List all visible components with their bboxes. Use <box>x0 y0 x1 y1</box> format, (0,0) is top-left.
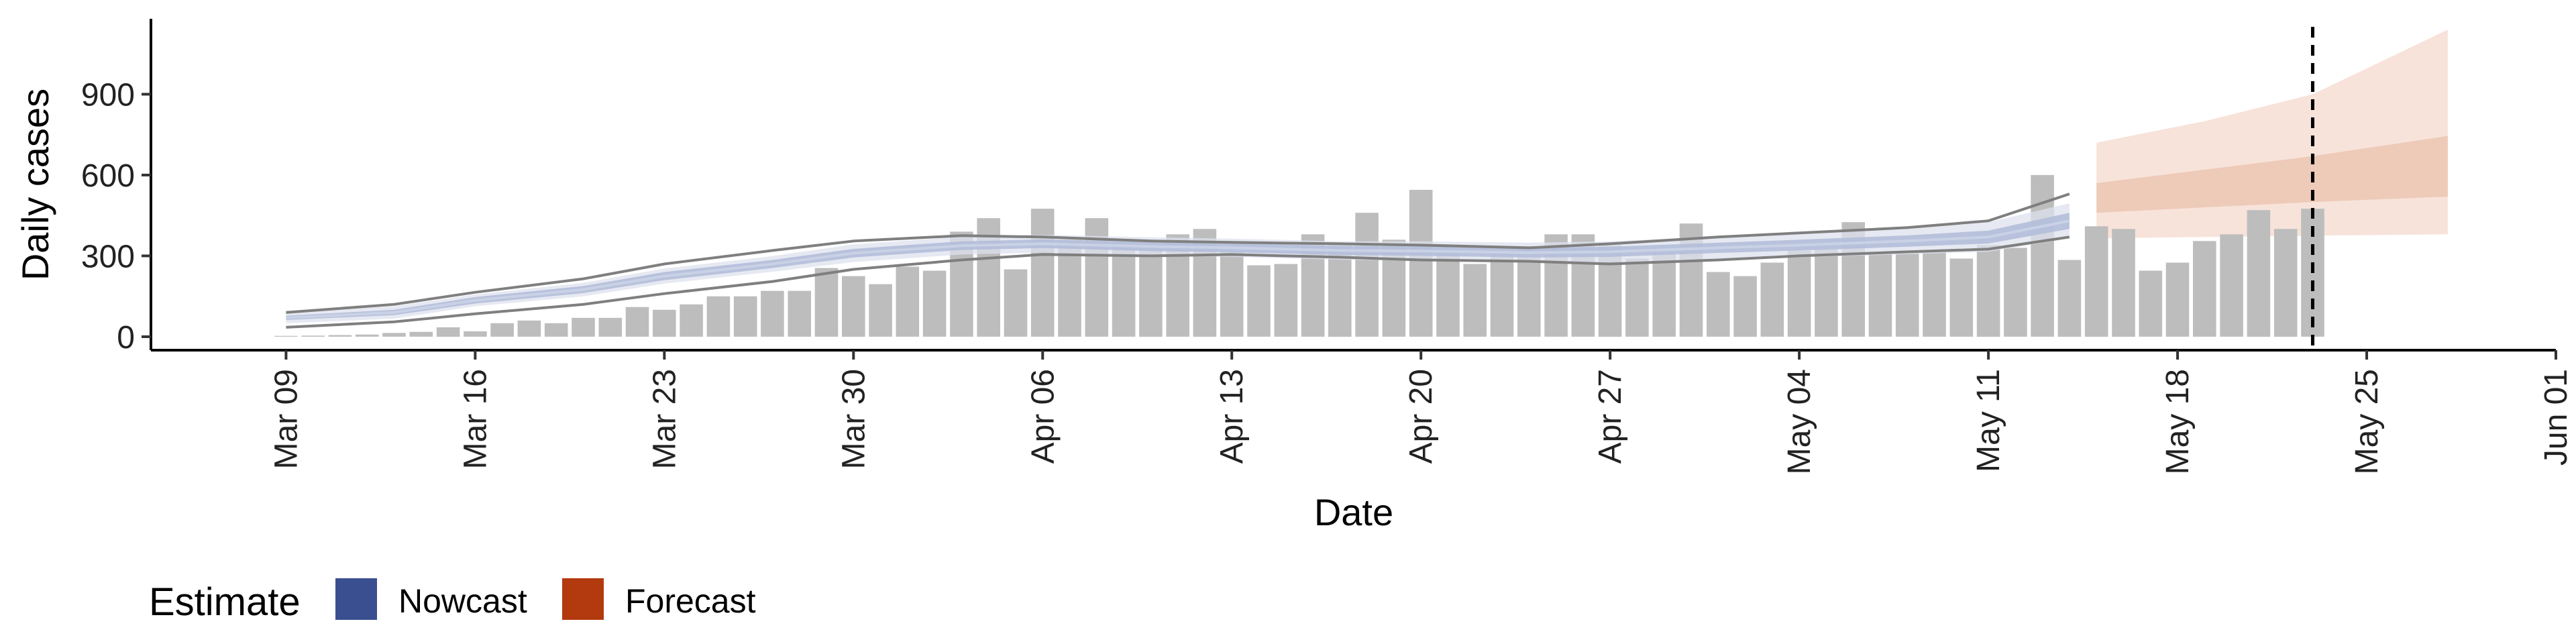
nowcast-lower-line <box>286 235 2070 329</box>
x-tick-label: Mar 23 <box>647 369 682 469</box>
bar <box>1112 242 1136 337</box>
line-layer <box>286 27 2314 350</box>
bar <box>2057 260 2082 337</box>
bar <box>896 266 920 337</box>
x-tick-label: May 04 <box>1782 369 1817 474</box>
bar <box>490 323 514 337</box>
bar <box>1787 250 1811 337</box>
y-tick-label: 300 <box>81 239 135 274</box>
bar <box>1895 253 1919 337</box>
bar <box>301 335 325 337</box>
bar <box>761 290 784 337</box>
bar <box>1328 245 1352 337</box>
bar <box>2247 210 2271 337</box>
y-axis-title: Daily cases <box>14 89 56 280</box>
forecast-inner-band <box>2096 136 2448 213</box>
x-tick-label: Jun 01 <box>2538 369 2574 466</box>
bar <box>869 284 892 337</box>
nowcast-upper-line <box>286 193 2070 314</box>
bar <box>1463 264 1487 337</box>
bar <box>2165 262 2190 337</box>
bar <box>2004 248 2027 337</box>
bar <box>922 270 947 337</box>
bar <box>2112 229 2135 337</box>
bar <box>1436 253 1460 337</box>
bar <box>517 320 541 337</box>
bar <box>1274 264 1298 337</box>
x-tick-label: Apr 13 <box>1214 369 1250 464</box>
bar <box>1490 253 1514 337</box>
bar <box>2273 229 2298 337</box>
x-tick-label: Mar 09 <box>268 369 304 469</box>
x-tick-label: Apr 20 <box>1403 369 1439 464</box>
legend-swatch-nowcast <box>335 578 377 620</box>
bar <box>1707 272 1730 337</box>
bar <box>2220 234 2243 337</box>
legend-title: Estimate <box>149 580 301 624</box>
bar <box>788 290 811 337</box>
bar <box>625 307 649 337</box>
bar <box>274 335 298 337</box>
bar <box>1868 253 1892 337</box>
x-tick-label: May 18 <box>2160 369 2196 474</box>
axes-layer: 0 300 600 900 Mar 09 Mar 16 Mar 23 Mar 30 Apr 06… <box>81 19 2574 474</box>
bar <box>355 334 379 337</box>
bar <box>544 323 568 337</box>
bar <box>680 304 703 337</box>
bar <box>1733 276 1757 337</box>
nowcast-median-line <box>286 219 2070 319</box>
bar <box>1247 265 1271 337</box>
bar <box>1625 258 1649 337</box>
bar <box>598 317 623 337</box>
bar <box>464 331 487 337</box>
bar <box>1652 253 1676 337</box>
x-tick-label: Mar 16 <box>458 369 493 469</box>
bar <box>382 333 406 337</box>
bar <box>653 309 676 337</box>
x-tick-label: Apr 27 <box>1593 369 1628 464</box>
x-tick-label: Apr 06 <box>1025 369 1061 464</box>
band-layer <box>2096 30 2448 239</box>
bar <box>572 317 595 337</box>
x-axis-title: Date <box>1314 491 1393 533</box>
bar <box>1976 245 2000 337</box>
x-tick-label: Mar 30 <box>836 369 871 469</box>
y-tick-label: 900 <box>81 77 135 113</box>
bar <box>1355 213 1379 337</box>
bar <box>842 276 865 337</box>
legend: Estimate Nowcast Forecast <box>149 578 756 624</box>
bar <box>328 335 352 337</box>
bar <box>1760 262 1784 337</box>
bar <box>733 296 757 337</box>
x-tick-label: May 25 <box>2349 369 2385 474</box>
x-tick-label: May 11 <box>1971 369 2006 472</box>
y-tick-label: 0 <box>117 320 135 356</box>
bar <box>1139 245 1163 337</box>
bar <box>1030 209 1055 337</box>
legend-swatch-forecast <box>562 578 604 620</box>
legend-label-forecast: Forecast <box>625 582 756 620</box>
bar <box>2139 270 2163 337</box>
legend-label-nowcast: Nowcast <box>398 582 527 620</box>
bar <box>1923 250 1946 337</box>
bar <box>2084 226 2108 337</box>
bar <box>436 327 460 337</box>
bar <box>1949 258 1974 337</box>
bar <box>706 296 731 337</box>
y-tick-label: 600 <box>81 158 135 194</box>
bar <box>1409 190 1433 337</box>
bar <box>814 268 839 337</box>
bar <box>2193 241 2216 337</box>
bar <box>1220 250 1244 337</box>
bar <box>1815 249 1838 337</box>
bar <box>1004 269 1028 337</box>
bar <box>409 331 433 337</box>
